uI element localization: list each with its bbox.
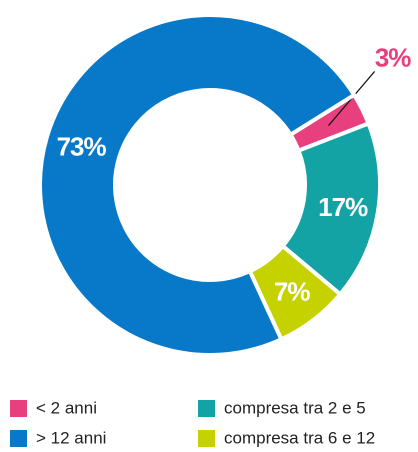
data-label: 73%	[57, 131, 107, 161]
legend-label: > 12 anni	[36, 428, 106, 447]
legend-swatch	[10, 400, 27, 417]
legend-swatch	[10, 430, 27, 447]
legend-label: compresa tra 2 e 5	[224, 398, 366, 417]
legend-swatch	[198, 430, 215, 447]
legend-label: compresa tra 6 e 12	[224, 428, 375, 447]
data-label: 17%	[318, 192, 368, 222]
data-label: 3%	[375, 42, 411, 72]
legend-label: < 2 anni	[36, 398, 97, 417]
data-label: 7%	[274, 277, 310, 307]
slice	[38, 13, 357, 357]
legend-swatch	[198, 400, 215, 417]
